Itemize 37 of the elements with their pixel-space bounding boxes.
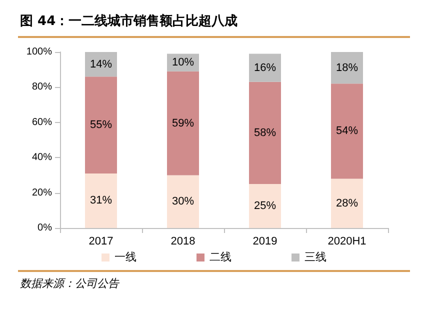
data-label: 10% <box>172 56 194 69</box>
bar <box>331 178 363 228</box>
y-tick-label: 100% <box>26 46 52 58</box>
data-label: 58% <box>254 126 276 139</box>
bar <box>167 175 199 228</box>
bar <box>85 76 117 174</box>
bar <box>249 54 281 82</box>
data-label: 14% <box>90 58 112 70</box>
legend-label: 一线 <box>114 250 136 264</box>
y-tick-label: 80% <box>32 82 52 93</box>
x-tick-label: 2017 <box>88 236 114 248</box>
legend-label: 三线 <box>304 250 326 264</box>
data-label: 55% <box>90 119 112 132</box>
data-label: 18% <box>336 62 358 74</box>
data-label: 25% <box>254 200 276 212</box>
data-label: 31% <box>90 194 112 207</box>
data-label: 54% <box>336 125 358 138</box>
bar <box>331 52 363 84</box>
y-tick-label: 60% <box>32 116 52 128</box>
data-label: 30% <box>172 196 194 208</box>
bar <box>85 173 117 228</box>
x-tick-label: 2018 <box>170 236 196 248</box>
bar <box>167 71 199 176</box>
x-tick-label: 2020H1 <box>328 236 366 248</box>
data-label: 59% <box>172 117 194 130</box>
y-tick-label: 0% <box>38 222 52 234</box>
bar <box>249 82 281 184</box>
y-tick-label: 20% <box>32 187 52 198</box>
x-tick-label: 2019 <box>252 236 278 248</box>
bar <box>331 84 363 179</box>
data-label: 16% <box>254 62 276 74</box>
legend-label: 二线 <box>210 250 232 264</box>
data-label: 28% <box>336 197 358 210</box>
y-tick-label: 40% <box>32 152 52 164</box>
source-note: 数据来源：公司公告 <box>19 276 120 292</box>
chart-title: 图 44：一二线城市销售额占比超八成 <box>19 12 239 31</box>
bar <box>249 184 281 228</box>
